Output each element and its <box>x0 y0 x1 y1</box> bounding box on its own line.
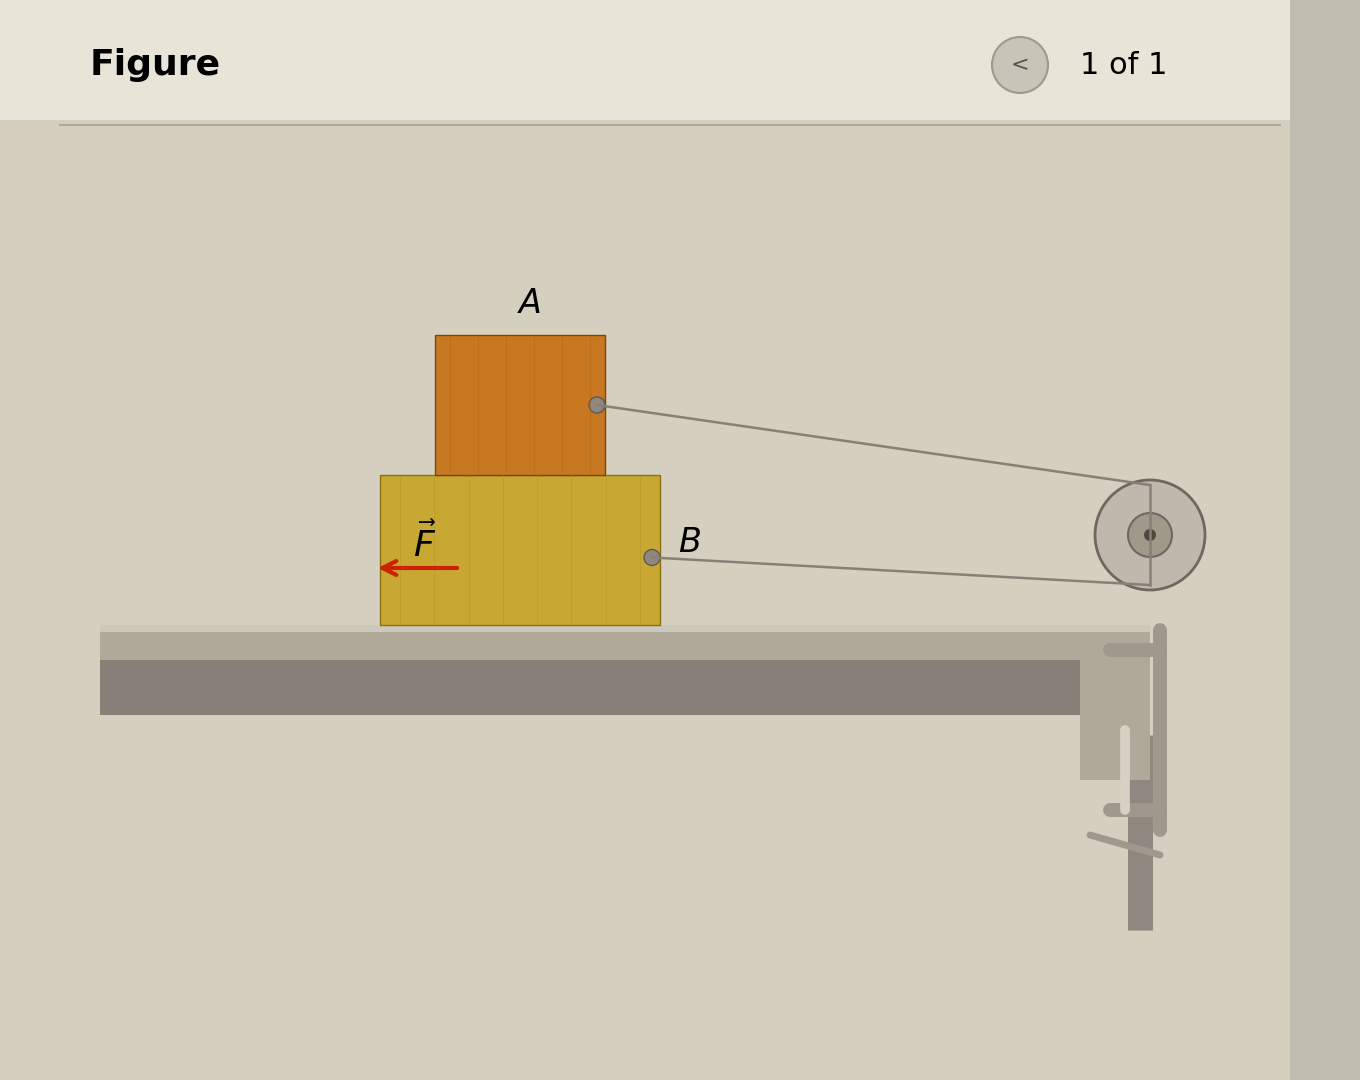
Text: $\vec{F}$: $\vec{F}$ <box>413 522 437 564</box>
FancyBboxPatch shape <box>1080 660 1151 780</box>
FancyBboxPatch shape <box>0 0 1360 120</box>
FancyBboxPatch shape <box>101 660 1151 715</box>
Circle shape <box>991 37 1049 93</box>
Text: B: B <box>679 526 700 559</box>
Text: <: < <box>1010 55 1030 75</box>
Circle shape <box>589 397 605 413</box>
Circle shape <box>1095 480 1205 590</box>
FancyBboxPatch shape <box>379 475 660 625</box>
Text: Figure: Figure <box>90 48 222 82</box>
Text: A: A <box>518 287 541 320</box>
FancyBboxPatch shape <box>101 625 1151 632</box>
Text: 1 of 1: 1 of 1 <box>1080 51 1167 80</box>
Circle shape <box>645 550 660 566</box>
FancyBboxPatch shape <box>1291 0 1360 1080</box>
FancyBboxPatch shape <box>435 335 605 475</box>
Circle shape <box>1127 513 1172 557</box>
Circle shape <box>1144 529 1156 541</box>
FancyBboxPatch shape <box>101 625 1151 660</box>
